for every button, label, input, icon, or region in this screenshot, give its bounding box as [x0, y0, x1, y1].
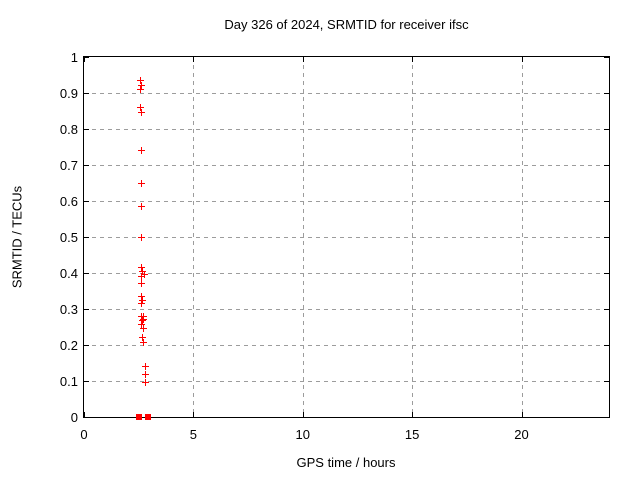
y-tick-label: 0.4 — [59, 266, 78, 281]
y-axis-tick-mirror — [604, 57, 609, 58]
y-tick-label: 1 — [70, 50, 78, 65]
x-axis-tick-mirror — [412, 57, 413, 62]
x-axis-tick-mirror — [193, 57, 194, 62]
y-axis-tick — [84, 57, 89, 58]
gridline-vertical — [193, 57, 194, 417]
x-tick-label: 10 — [295, 427, 310, 442]
data-point-plus-marker — [138, 233, 146, 241]
data-point-plus-marker — [139, 296, 147, 304]
data-point-plus-marker — [137, 109, 145, 117]
y-axis-tick-mirror — [604, 381, 609, 382]
data-point-plus-marker — [138, 264, 146, 272]
y-axis-tick — [84, 129, 89, 130]
gridline-vertical — [303, 57, 304, 417]
data-point-plus-marker — [142, 363, 150, 371]
y-axis-tick — [84, 93, 89, 94]
gridline-horizontal — [84, 345, 609, 346]
gridline-vertical — [522, 57, 523, 417]
gridline-horizontal — [84, 237, 609, 238]
x-axis-tick — [84, 412, 85, 417]
plot-area — [84, 57, 609, 420]
gridline-vertical — [412, 57, 413, 417]
x-axis-tick-mirror — [522, 57, 523, 62]
y-axis-tick — [84, 381, 89, 382]
y-axis-tick — [84, 165, 89, 166]
data-point-plus-marker — [138, 179, 146, 187]
y-axis-label: SRMTID / TECUs — [9, 185, 25, 289]
data-point-square-marker — [144, 414, 151, 420]
y-axis-tick — [84, 273, 89, 274]
y-tick-label: 0.1 — [59, 374, 78, 389]
data-point-plus-marker — [140, 338, 148, 346]
y-tick-label: 0.7 — [59, 158, 78, 173]
gridline-horizontal — [84, 201, 609, 202]
x-axis-tick — [303, 412, 304, 417]
chart-title: Day 326 of 2024, SRMTID for receiver ifs… — [224, 17, 469, 32]
data-point-plus-marker — [138, 147, 146, 155]
x-axis-tick — [193, 412, 194, 417]
x-axis-tick-mirror — [303, 57, 304, 62]
gridline-horizontal — [84, 165, 609, 166]
y-tick-label: 0 — [70, 410, 78, 425]
y-axis-tick-mirror — [604, 201, 609, 202]
gridline-horizontal — [84, 93, 609, 94]
y-axis-tick — [84, 345, 89, 346]
data-point-plus-marker — [142, 379, 150, 387]
x-axis-tick — [412, 412, 413, 417]
gridline-horizontal — [84, 309, 609, 310]
y-axis-tick-mirror — [604, 273, 609, 274]
data-point-plus-marker — [139, 333, 147, 341]
data-point-square-marker — [135, 414, 142, 420]
x-tick-label: 20 — [514, 427, 529, 442]
y-axis-tick — [84, 417, 89, 418]
gridline-horizontal — [84, 129, 609, 130]
data-point-plus-marker — [137, 76, 145, 84]
data-point-plus-marker — [138, 267, 146, 275]
y-axis-tick-mirror — [604, 129, 609, 130]
data-point-plus-marker — [137, 82, 145, 90]
data-point-plus-marker — [142, 371, 150, 379]
data-point-plus-marker — [140, 324, 148, 332]
y-axis-tick — [84, 201, 89, 202]
gridline-horizontal — [84, 381, 609, 382]
data-point-plus-marker — [138, 292, 146, 300]
y-tick-label: 0.2 — [59, 338, 78, 353]
data-point-plus-marker — [137, 103, 145, 111]
x-axis-label: GPS time / hours — [296, 455, 396, 470]
x-tick-label: 5 — [189, 427, 197, 442]
x-axis-tick — [522, 412, 523, 417]
y-axis-tick — [84, 309, 89, 310]
y-axis-tick-mirror — [604, 309, 609, 310]
data-point-plus-marker — [138, 273, 146, 281]
plot-frame — [83, 56, 610, 420]
y-axis-tick-mirror — [604, 417, 609, 418]
data-point-plus-marker — [138, 300, 146, 308]
y-tick-label: 0.9 — [59, 86, 78, 101]
gridline-horizontal — [84, 273, 609, 274]
y-tick-label: 0.5 — [59, 230, 78, 245]
y-tick-label: 0.8 — [59, 122, 78, 137]
x-tick-label: 15 — [404, 427, 420, 442]
x-axis-tick-mirror — [84, 57, 85, 62]
y-tick-label: 0.3 — [59, 302, 78, 317]
x-tick-label: 0 — [80, 427, 88, 442]
data-point-plus-marker — [138, 280, 146, 288]
y-axis-tick-mirror — [604, 165, 609, 166]
y-axis-tick-mirror — [604, 93, 609, 94]
y-tick-label: 0.6 — [59, 194, 78, 209]
data-point-plus-marker — [138, 317, 146, 325]
y-axis-tick — [84, 237, 89, 238]
y-axis-tick-mirror — [604, 237, 609, 238]
data-point-plus-marker — [138, 202, 146, 210]
data-point-plus-marker — [137, 85, 145, 93]
y-axis-tick-mirror — [604, 345, 609, 346]
